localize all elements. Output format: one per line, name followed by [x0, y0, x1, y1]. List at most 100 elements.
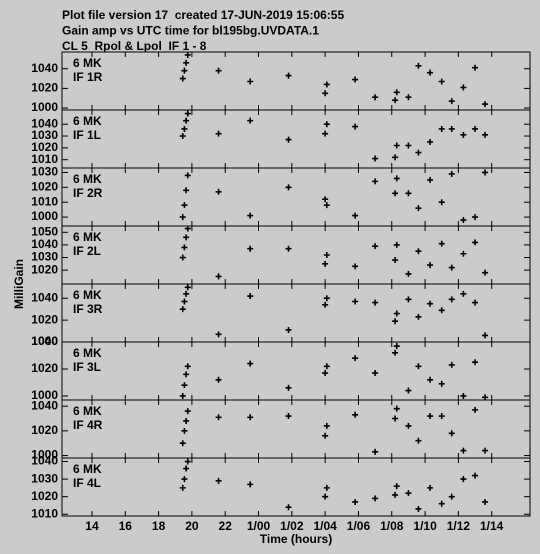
x-tick-label: 1/10	[413, 519, 437, 533]
data-point	[323, 81, 330, 88]
data-point	[183, 290, 190, 297]
panel-name: IF 2L	[73, 244, 101, 258]
data-point	[415, 313, 422, 320]
x-tick-label: 1/06	[347, 519, 371, 533]
data-point	[472, 125, 479, 132]
y-tick-label: 1020	[31, 81, 58, 95]
data-point	[323, 422, 330, 429]
data-point	[372, 495, 379, 502]
data-point	[247, 117, 254, 124]
y-tick-label: 1030	[31, 165, 58, 179]
data-point	[415, 248, 422, 255]
y-tick-label: 1000	[31, 334, 58, 348]
data-point	[393, 89, 400, 96]
data-point	[372, 448, 379, 455]
data-point	[215, 188, 222, 195]
data-point	[448, 98, 455, 105]
data-point	[322, 196, 329, 203]
data-point	[472, 359, 479, 366]
data-point	[438, 380, 445, 387]
data-point	[427, 176, 434, 183]
data-point	[405, 142, 412, 149]
x-tick-label: 1/02	[280, 519, 304, 533]
data-point	[181, 476, 188, 483]
panel-antenna: 6 MK	[73, 288, 102, 302]
y-tick-label: 1040	[31, 116, 58, 130]
data-point	[322, 130, 329, 137]
data-point	[247, 481, 254, 488]
data-point	[472, 64, 479, 71]
data-point	[183, 117, 190, 124]
data-point	[482, 332, 489, 339]
data-point	[179, 214, 186, 221]
data-point	[482, 394, 489, 401]
data-point	[448, 493, 455, 500]
x-tick-label: 22	[219, 519, 233, 533]
data-point	[438, 125, 445, 132]
data-point	[323, 252, 330, 258]
data-point	[460, 84, 467, 91]
data-point	[184, 51, 191, 58]
y-tick-label: 1010	[31, 152, 58, 166]
data-point	[372, 155, 379, 162]
title-line: Gain amp vs UTC time for bl195bg.UVDATA.…	[62, 24, 319, 38]
data-point	[448, 361, 455, 368]
data-point	[415, 505, 422, 512]
title-line: CL 5 Rpol & Lpol IF 1 - 8	[62, 39, 207, 53]
data-point	[323, 484, 330, 491]
x-tick-label: 20	[185, 519, 199, 533]
data-point	[285, 245, 292, 252]
data-point	[183, 371, 190, 378]
data-point	[482, 131, 489, 138]
data-point	[427, 413, 434, 420]
y-tick-label: 1000	[31, 209, 58, 223]
data-point	[184, 172, 191, 179]
panel-name: IF 3L	[73, 360, 101, 374]
y-tick-label: 1010	[31, 506, 58, 520]
data-point	[405, 422, 412, 429]
x-tick-label: 1/00	[247, 519, 271, 533]
data-point	[322, 432, 329, 439]
y-tick-label: 1020	[31, 140, 58, 154]
data-point	[448, 170, 455, 177]
data-point	[392, 318, 399, 325]
data-point	[393, 343, 400, 350]
data-point	[438, 500, 445, 507]
data-point	[405, 387, 412, 394]
data-point	[393, 483, 400, 490]
y-tick-label: 1020	[31, 262, 58, 276]
data-point	[181, 382, 188, 389]
data-point	[392, 257, 399, 264]
data-point	[181, 125, 188, 132]
title-line: Plot file version 17 created 17-JUN-2019…	[62, 8, 344, 22]
data-point	[405, 490, 412, 497]
data-point	[352, 263, 359, 270]
data-point	[448, 125, 455, 132]
data-point	[247, 360, 254, 367]
data-point	[415, 149, 422, 156]
y-tick-label: 1020	[31, 489, 58, 503]
data-point	[179, 254, 186, 261]
data-point	[184, 110, 191, 117]
data-point	[427, 138, 434, 145]
y-tick-label: 1030	[31, 128, 58, 142]
panel-antenna: 6 MK	[73, 56, 102, 70]
y-tick-label: 1040	[31, 454, 58, 468]
panel-antenna: 6 MK	[73, 404, 102, 418]
panel-name: IF 2R	[73, 186, 103, 200]
data-point	[285, 136, 292, 143]
data-point	[352, 298, 359, 305]
data-point	[415, 437, 422, 444]
data-point	[460, 476, 467, 483]
data-point	[352, 498, 359, 505]
y-tick-label: 1000	[31, 100, 58, 114]
data-point	[427, 69, 434, 76]
data-point	[392, 154, 399, 161]
data-point	[322, 370, 329, 377]
data-point	[472, 406, 479, 413]
data-point	[285, 413, 292, 420]
x-tick-label: 16	[119, 519, 133, 533]
data-point	[460, 447, 467, 454]
y-tick-label: 1030	[31, 471, 58, 485]
